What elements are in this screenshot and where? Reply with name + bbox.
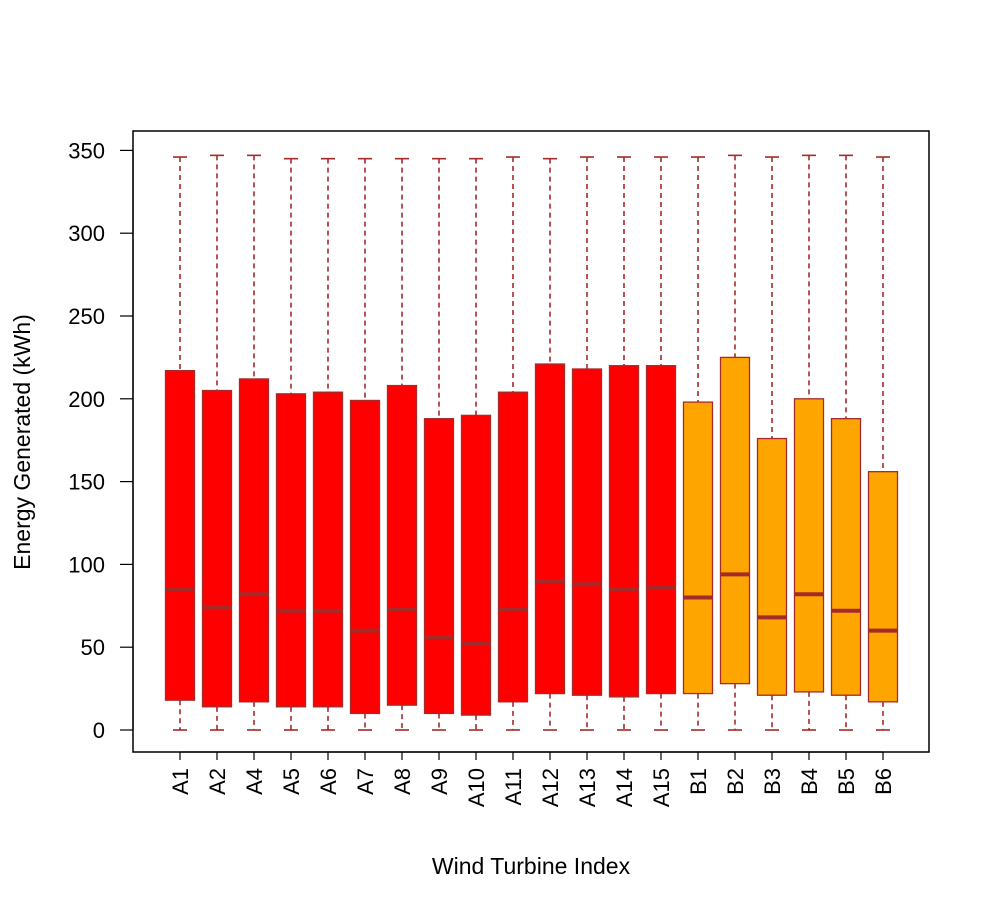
iqr-box (275, 393, 307, 708)
x-tick-label: B2 (723, 768, 748, 795)
x-tick-label: A12 (538, 768, 563, 807)
y-tick-label: 50 (81, 635, 105, 660)
box-b3 (756, 156, 788, 731)
box-b5 (830, 154, 862, 731)
iqr-box (608, 365, 640, 698)
box-a2 (201, 154, 233, 731)
x-tick-label: A8 (390, 768, 415, 795)
iqr-box (719, 356, 751, 685)
x-tick-label: A13 (575, 768, 600, 807)
x-tick-label: A14 (612, 768, 637, 807)
iqr-box (756, 437, 788, 696)
box-b2 (719, 154, 751, 731)
box-a10 (460, 157, 492, 731)
iqr-box (460, 414, 492, 716)
x-tick-label: A6 (316, 768, 341, 795)
iqr-box (201, 389, 233, 708)
x-tick-label: A2 (205, 768, 230, 795)
y-tick-label: 350 (68, 138, 105, 163)
iqr-box (571, 368, 603, 696)
box-a11 (497, 156, 529, 731)
iqr-box (423, 418, 455, 715)
x-tick-label: A5 (279, 768, 304, 795)
box-a6 (312, 157, 344, 731)
box-a8 (386, 157, 418, 731)
box-a15 (645, 156, 677, 731)
box-a4 (238, 154, 270, 731)
iqr-box (238, 378, 270, 703)
box-a9 (423, 157, 455, 731)
box-a13 (571, 156, 603, 731)
box-b4 (793, 154, 825, 731)
x-tick-label: A11 (501, 768, 526, 806)
y-axis-title: Energy Generated (kWh) (9, 314, 35, 570)
x-tick-label: A4 (242, 768, 267, 795)
x-tick-label: A9 (427, 768, 452, 795)
x-tick-label: B5 (834, 768, 859, 795)
x-axis-title: Wind Turbine Index (432, 853, 631, 879)
y-tick-label: 300 (68, 221, 105, 246)
x-tick-label: B6 (871, 768, 896, 795)
iqr-box (534, 363, 566, 695)
y-tick-label: 250 (68, 304, 105, 329)
y-axis: 0 50 100 150 200 250 300 350 (68, 138, 134, 743)
iqr-box (682, 401, 714, 695)
box-a14 (608, 156, 640, 731)
x-tick-label: B3 (760, 768, 785, 795)
iqr-box (830, 418, 862, 696)
x-tick-label: B1 (686, 768, 711, 795)
iqr-box (793, 398, 825, 693)
x-tick-label: A7 (353, 768, 378, 795)
x-tick-label: A15 (649, 768, 674, 807)
y-tick-label: 200 (68, 387, 105, 412)
y-tick-label: 0 (93, 718, 105, 743)
box-a7 (349, 157, 381, 731)
iqr-box (645, 365, 677, 695)
box-a12 (534, 157, 566, 731)
iqr-box (164, 369, 196, 701)
y-tick-label: 150 (68, 470, 105, 495)
box-a5 (275, 157, 307, 731)
x-tick-label: A1 (168, 768, 193, 795)
x-tick-label: B4 (797, 768, 822, 795)
boxes-layer (164, 154, 899, 731)
iqr-box (497, 391, 529, 703)
x-tick-label: A10 (464, 768, 489, 807)
box-b6 (867, 156, 899, 731)
box-a1 (164, 156, 196, 731)
iqr-box (349, 399, 381, 715)
iqr-box (867, 471, 899, 703)
box-b1 (682, 156, 714, 731)
x-axis: A1 A2 A4 A5 A6 A7 A8 A9 A10 A11 A12 A13 A14 A15 B1 B2 B3… (168, 751, 896, 807)
iqr-box (386, 384, 418, 706)
y-tick-label: 100 (68, 552, 105, 577)
iqr-box (312, 391, 344, 708)
